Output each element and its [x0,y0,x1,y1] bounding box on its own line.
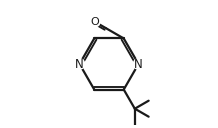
Circle shape [133,59,144,69]
Text: O: O [91,17,99,27]
Text: N: N [134,57,143,71]
Text: N: N [75,57,84,71]
Circle shape [74,59,85,69]
Circle shape [90,17,100,27]
